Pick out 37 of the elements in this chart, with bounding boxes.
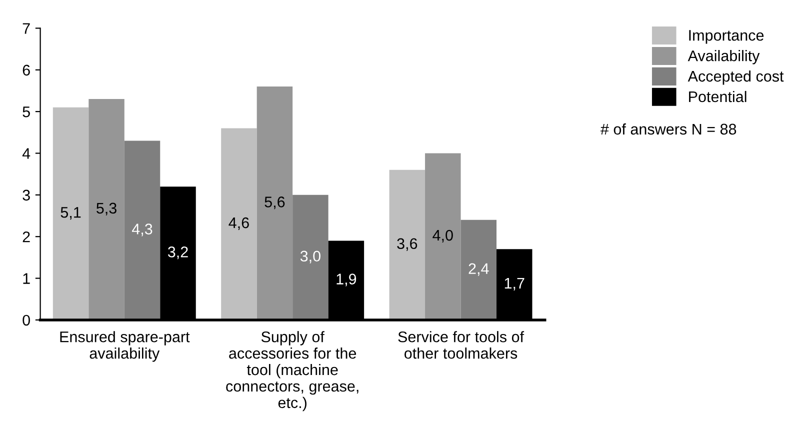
data-label: 5,1: [60, 207, 81, 220]
legend-label: Availability: [688, 50, 760, 64]
bar: [256, 86, 293, 320]
data-label: 3,0: [300, 250, 320, 264]
bar: [52, 107, 89, 320]
text: # of answers N = 88: [600, 123, 736, 135]
y-tick-label: 6: [22, 64, 30, 76]
y-tick-label: 7: [22, 23, 30, 34]
y-tick-label: 1: [23, 273, 30, 284]
y-tick-label: 4: [22, 148, 30, 159]
legend-label: Accepted cost: [688, 70, 784, 85]
data-label: 4,6: [228, 217, 249, 230]
data-label: 3,6: [397, 238, 418, 251]
data-label: 4,3: [132, 224, 152, 236]
data-label: 3,2: [168, 246, 188, 260]
y-tick-label: 5: [22, 106, 30, 118]
bar: [124, 140, 160, 320]
data-label: 2,4: [468, 263, 489, 276]
y-tick-label: 0: [22, 314, 30, 326]
bar: [292, 194, 328, 320]
bar: [88, 99, 124, 320]
bar: [221, 128, 257, 320]
x-tick-label: Service for tools of other toolmakers: [398, 331, 524, 359]
data-label: 1,7: [504, 278, 524, 290]
y-tick-label: 2: [22, 231, 30, 242]
bar: [460, 220, 497, 320]
legend-label: Importance: [689, 30, 764, 44]
bar: [389, 170, 426, 320]
data-label: 4,0: [432, 230, 453, 243]
data-label: 1,9: [336, 274, 356, 286]
x-tick-label: Ensured spare-part availability: [60, 331, 190, 362]
data-label: 5,6: [264, 196, 285, 210]
x-tick-label: Supply of accessories for the tool (machine connectors, grease, etc.): [226, 331, 358, 412]
data-label: 5,3: [96, 202, 116, 216]
bar: [425, 153, 461, 320]
y-tick-label: 3: [22, 190, 30, 201]
legend-label: Potential: [689, 90, 746, 102]
